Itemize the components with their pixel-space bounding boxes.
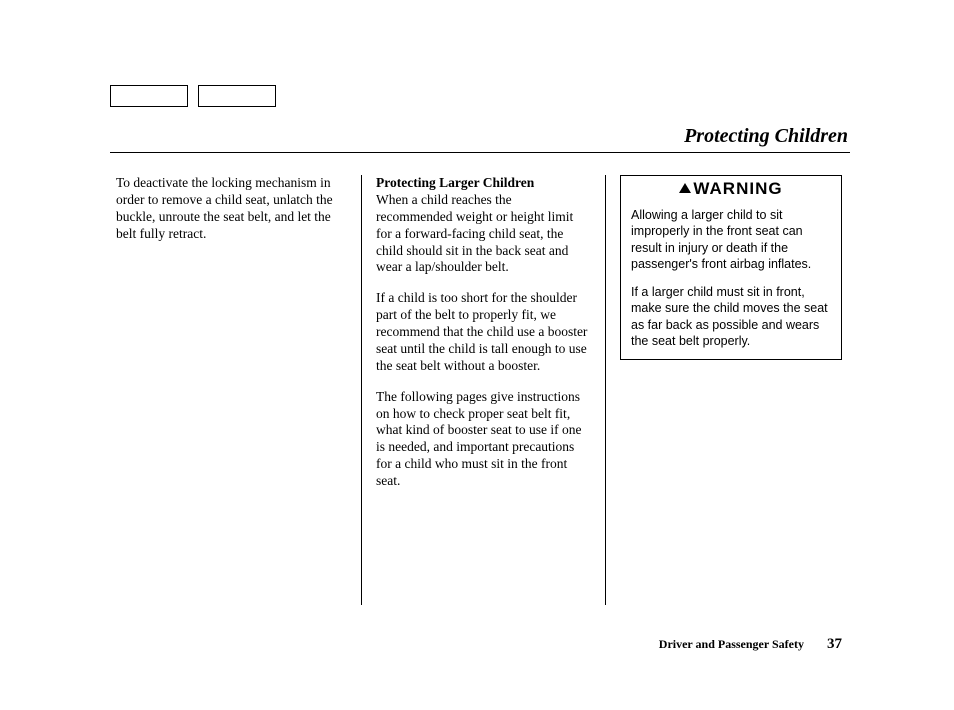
warning-label: WARNING (693, 179, 782, 199)
title-rule (110, 152, 850, 153)
text-columns: To deactivate the locking mechanism in o… (110, 175, 850, 605)
column-3: WARNING Allowing a larger child to sit i… (605, 175, 850, 605)
col1-paragraph-1: To deactivate the locking mechanism in o… (116, 175, 347, 243)
warning-body: Allowing a larger child to sit improperl… (621, 201, 841, 359)
col2-subheading: Protecting Larger Children (376, 175, 534, 190)
warning-triangle-icon (679, 183, 691, 193)
column-1: To deactivate the locking mechanism in o… (110, 175, 361, 605)
warning-header: WARNING (621, 176, 841, 201)
page-title: Protecting Children (110, 125, 850, 148)
col2-p1-text: When a child reaches the recommended wei… (376, 192, 573, 275)
page-content: Protecting Children To deactivate the lo… (110, 85, 850, 605)
header-box-group (110, 85, 850, 107)
footer-page-number: 37 (827, 636, 842, 652)
col2-paragraph-1: Protecting Larger Children When a child … (376, 175, 591, 276)
warning-paragraph-1: Allowing a larger child to sit improperl… (631, 207, 831, 272)
warning-paragraph-2: If a larger child must sit in front, mak… (631, 284, 831, 349)
header-box-1 (110, 85, 188, 107)
column-2: Protecting Larger Children When a child … (361, 175, 605, 605)
page-footer: Driver and Passenger Safety 37 (659, 636, 842, 653)
col2-paragraph-3: The following pages give instructions on… (376, 389, 591, 490)
header-box-2 (198, 85, 276, 107)
warning-box: WARNING Allowing a larger child to sit i… (620, 175, 842, 360)
col2-paragraph-2: If a child is too short for the shoulder… (376, 290, 591, 374)
footer-section-label: Driver and Passenger Safety (659, 637, 804, 651)
